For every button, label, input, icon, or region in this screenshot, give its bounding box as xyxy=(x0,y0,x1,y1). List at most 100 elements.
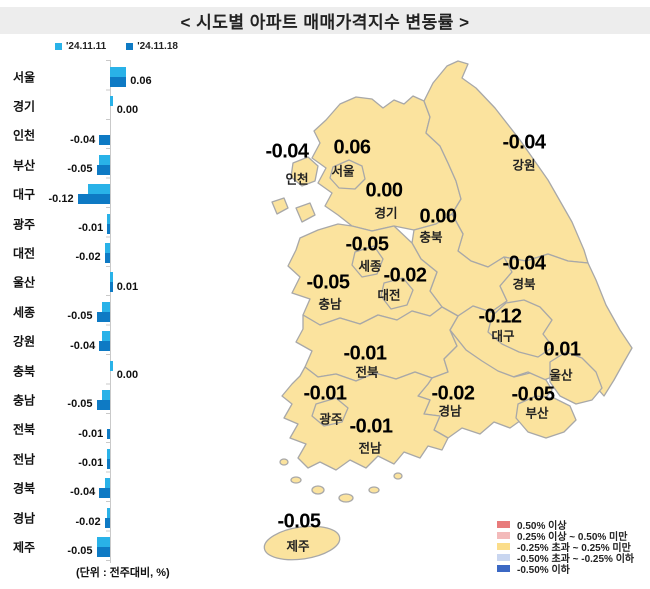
region-incheon-islet2-shape xyxy=(295,202,316,223)
map-legend-label: -0.50% 초과 ~ -0.25% 이하 xyxy=(517,554,635,565)
bar-row-label: 울산 xyxy=(13,275,36,290)
bar-row: 울산 0.01 xyxy=(0,268,240,297)
bar-prev-week xyxy=(96,536,110,547)
bar-row: 인천 -0.04 xyxy=(0,121,240,150)
bar-value-label: -0.01 xyxy=(78,457,104,470)
bar-row-label: 제주 xyxy=(13,540,36,555)
bar-value-label: 0.06 xyxy=(130,75,152,87)
bar-prev-week xyxy=(101,331,110,342)
bar-value-label: -0.05 xyxy=(67,163,93,176)
map-legend-row: -0.25% 초과 ~ 0.25% 미만 xyxy=(497,541,634,554)
bar-curr-week xyxy=(110,76,127,87)
bar-value-label: -0.01 xyxy=(78,427,104,440)
bar-prev-week xyxy=(110,66,127,77)
region-busan-shape xyxy=(515,395,577,439)
bar-row: 전남 -0.01 xyxy=(0,444,240,473)
bar-curr-week xyxy=(99,135,110,146)
bar-row-label: 경남 xyxy=(13,511,36,526)
bar-curr-week xyxy=(107,458,110,469)
bar-row-label: 경북 xyxy=(13,481,36,496)
bar-value-label: -0.05 xyxy=(67,310,93,323)
bar-value-label: -0.02 xyxy=(75,251,101,264)
bar-prev-week xyxy=(99,154,110,165)
bar-row: 경남 -0.02 xyxy=(0,503,240,532)
region-jeonnam-shape xyxy=(281,366,449,471)
bar-curr-week xyxy=(107,429,110,440)
bar-value-label: -0.04 xyxy=(70,486,96,499)
bar-prev-week xyxy=(104,478,110,489)
bar-curr-week xyxy=(107,223,110,234)
bar-row: 서울 0.06 xyxy=(0,62,240,91)
island-shape xyxy=(393,472,403,480)
map-legend-label: -0.25% 초과 ~ 0.25% 미만 xyxy=(517,543,631,554)
bar-row: 충남 -0.05 xyxy=(0,385,240,414)
island-shape xyxy=(311,485,325,495)
bar-value-label: -0.04 xyxy=(70,133,96,146)
bar-value-label: -0.05 xyxy=(67,545,93,558)
region-incheon-shape xyxy=(290,156,319,187)
bar-prev-week xyxy=(104,243,110,254)
bar-curr-week xyxy=(110,282,113,293)
map-legend: 0.50% 이상 0.25% 이상 ~ 0.50% 미만 -0.25% 초과 ~… xyxy=(497,519,635,576)
map-legend-swatch-icon xyxy=(497,565,510,572)
korea-map xyxy=(263,60,633,561)
bar-value-label: -0.04 xyxy=(70,339,96,352)
map-legend-label: 0.50% 이상 xyxy=(517,521,567,532)
region-incheon-islet-shape xyxy=(271,197,289,215)
bar-prev-week xyxy=(110,360,113,371)
bar-prev-week xyxy=(101,301,110,312)
bar-curr-week xyxy=(104,253,110,264)
bar-prev-week xyxy=(107,448,110,459)
series-label: '24.11.18 xyxy=(137,41,178,52)
region-jeju-shape xyxy=(263,525,341,561)
region-daegu-shape xyxy=(487,299,554,358)
bar-prev-week xyxy=(110,96,113,107)
map-legend-swatch-icon xyxy=(497,554,510,561)
bar-prev-week xyxy=(107,507,110,518)
title-band: < 시도별 아파트 매매가격지수 변동률 > xyxy=(0,7,650,34)
series-label: '24.11.11 xyxy=(66,41,107,52)
bar-curr-week xyxy=(96,399,110,410)
bar-curr-week xyxy=(77,194,110,205)
korea-map-regions xyxy=(263,60,633,561)
bar-prev-week xyxy=(110,272,113,283)
series-swatch-icon xyxy=(126,43,134,50)
chart-legend: '24.11.11 '24.11.18 xyxy=(55,41,178,52)
map-legend-swatch-icon xyxy=(497,521,510,528)
island-shape xyxy=(279,458,289,466)
bar-value-label: -0.05 xyxy=(67,398,93,411)
island-shape xyxy=(290,476,302,484)
unit-note: (단위 : 전주대비, %) xyxy=(76,567,170,579)
bar-row-label: 서울 xyxy=(13,70,36,85)
bar-row-label: 대구 xyxy=(13,187,36,202)
bar-row: 대전 -0.02 xyxy=(0,238,240,267)
bar-value-label: 0.01 xyxy=(116,280,139,293)
bar-row-label: 충남 xyxy=(13,393,36,408)
map-legend-swatch-icon xyxy=(497,532,510,539)
bar-row: 전북 -0.01 xyxy=(0,415,240,444)
bar-curr-week xyxy=(104,517,110,528)
island-shape xyxy=(368,486,380,494)
bar-row-label: 대전 xyxy=(13,246,36,261)
map-legend-row: -0.50% 이하 xyxy=(497,563,634,576)
region-gwangju-shape xyxy=(311,397,349,427)
bar-curr-week xyxy=(96,311,110,322)
bar-curr-week xyxy=(99,341,110,352)
bar-row-label: 인천 xyxy=(13,128,36,143)
bar-row-label: 전북 xyxy=(13,422,36,437)
region-ulsan-shape xyxy=(549,351,603,405)
map-legend-label: 0.25% 이상 ~ 0.50% 미만 xyxy=(517,532,628,543)
map-legend-row: -0.50% 초과 ~ -0.25% 이하 xyxy=(497,552,635,565)
bar-row-label: 강원 xyxy=(13,334,36,349)
bar-row-label: 부산 xyxy=(13,158,36,173)
bar-row: 부산 -0.05 xyxy=(0,150,240,179)
bar-row: 강원 -0.04 xyxy=(0,327,240,356)
map-legend-row: 0.25% 이상 ~ 0.50% 미만 xyxy=(497,530,634,543)
chart-legend-item: '24.11.11 xyxy=(55,41,106,52)
bar-row: 광주 -0.01 xyxy=(0,209,240,238)
bar-rows: 서울 0.06 경기 0.00 인천 -0.04 부산 -0.05 대구 xyxy=(0,62,240,562)
bar-row-label: 충북 xyxy=(13,364,36,379)
bar-row: 충북 0.00 xyxy=(0,356,240,385)
region-sejong-shape xyxy=(351,245,384,278)
